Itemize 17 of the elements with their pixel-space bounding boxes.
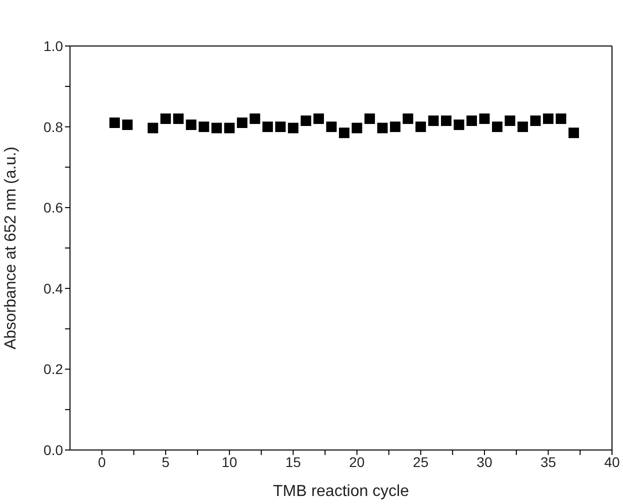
x-tick-label: 20 bbox=[349, 454, 365, 470]
y-tick-label: 0.0 bbox=[44, 442, 64, 458]
y-tick-label: 0.8 bbox=[44, 118, 64, 135]
y-tick-label: 0.4 bbox=[44, 280, 64, 296]
x-tick-label: 5 bbox=[162, 454, 170, 470]
x-axis-title: TMB reaction cycle bbox=[272, 483, 410, 500]
y-tick-label: 0.2 bbox=[44, 361, 64, 378]
x-tick-label: 15 bbox=[285, 454, 302, 470]
x-tick-label: 10 bbox=[222, 454, 238, 470]
x-tick-label: 40 bbox=[604, 454, 620, 470]
x-tick-label: 30 bbox=[476, 454, 492, 470]
y-tick-label: 1.0 bbox=[44, 38, 64, 54]
y-tick-label: 0.6 bbox=[44, 200, 64, 216]
x-tick-label: 0 bbox=[98, 454, 106, 470]
x-tick-label: 35 bbox=[540, 454, 556, 470]
x-tick-label: 25 bbox=[412, 454, 429, 470]
y-axis-title: Absorbance at 652 nm (a.u.) bbox=[2, 146, 20, 350]
